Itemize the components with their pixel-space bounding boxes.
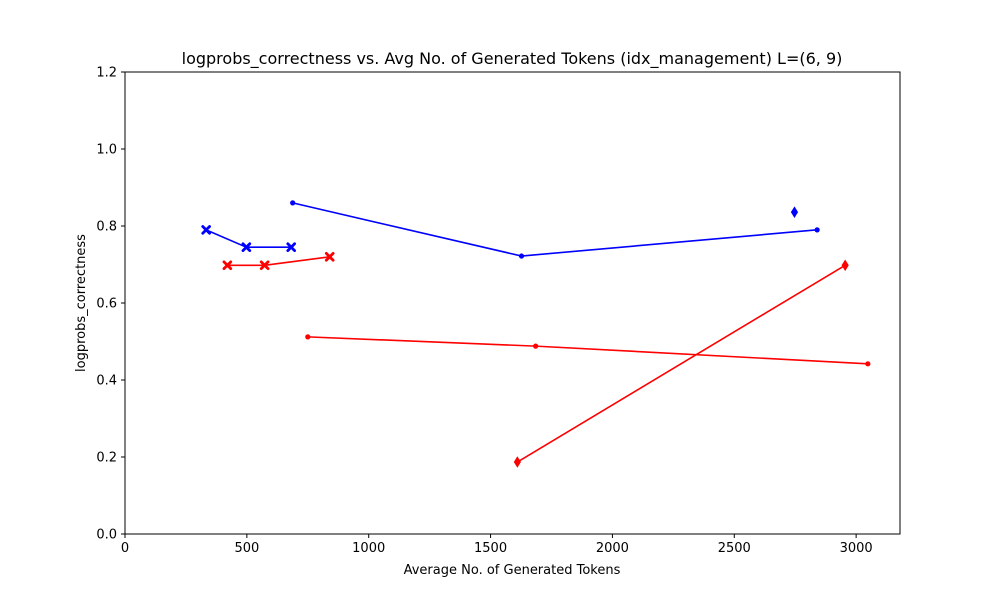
y-tick-label: 0.4 (96, 374, 117, 389)
series-line (227, 256, 330, 267)
data-point (533, 343, 539, 349)
y-tick-label: 1.2 (96, 66, 117, 81)
x-tick-label: 2000 (596, 541, 629, 556)
x-tick-label: 0 (121, 541, 129, 556)
data-point (259, 260, 270, 271)
data-point (518, 253, 525, 259)
y-tick-label: 0.0 (96, 528, 117, 543)
data-point (222, 260, 233, 271)
data-point (286, 242, 297, 252)
series-5 (513, 259, 849, 468)
data-point (201, 225, 211, 235)
x-axis-label: Average No. of Generated Tokens (404, 563, 621, 578)
y-tick-label: 1.0 (96, 143, 117, 158)
y-tick-label: 0.2 (96, 451, 117, 466)
y-tick-label: 0.6 (96, 297, 117, 312)
x-tick-label: 1500 (474, 541, 507, 556)
series-line (307, 336, 868, 365)
data-point (513, 456, 521, 468)
data-point (841, 259, 849, 272)
data-point (290, 200, 296, 206)
x-tick-label: 3000 (840, 541, 873, 556)
y-axis: 0.0 0.2 0.4 0.6 0.8 1.0 1.2 (96, 66, 125, 543)
data-point (241, 242, 252, 252)
x-axis: 0 500 1000 1500 2000 2500 3000 (121, 534, 873, 556)
y-tick-label: 0.8 (96, 220, 117, 235)
chart-title: logprobs_correctness vs. Avg No. of Gene… (182, 49, 843, 69)
series-0 (201, 225, 297, 252)
series-3 (305, 334, 871, 367)
series-line (516, 264, 846, 463)
series-1 (222, 252, 335, 271)
data-point (814, 227, 820, 233)
series-4 (790, 206, 799, 218)
x-tick-label: 1000 (352, 541, 385, 556)
series-line (292, 202, 818, 257)
data-point (865, 361, 871, 367)
data-point (324, 252, 335, 262)
series-2 (290, 200, 820, 259)
y-axis-label: logprobs_correctness (74, 234, 89, 372)
x-tick-label: 2500 (718, 541, 751, 556)
plot-area (201, 200, 871, 468)
data-point (790, 206, 799, 218)
data-point (305, 334, 311, 340)
x-tick-label: 500 (234, 541, 259, 556)
